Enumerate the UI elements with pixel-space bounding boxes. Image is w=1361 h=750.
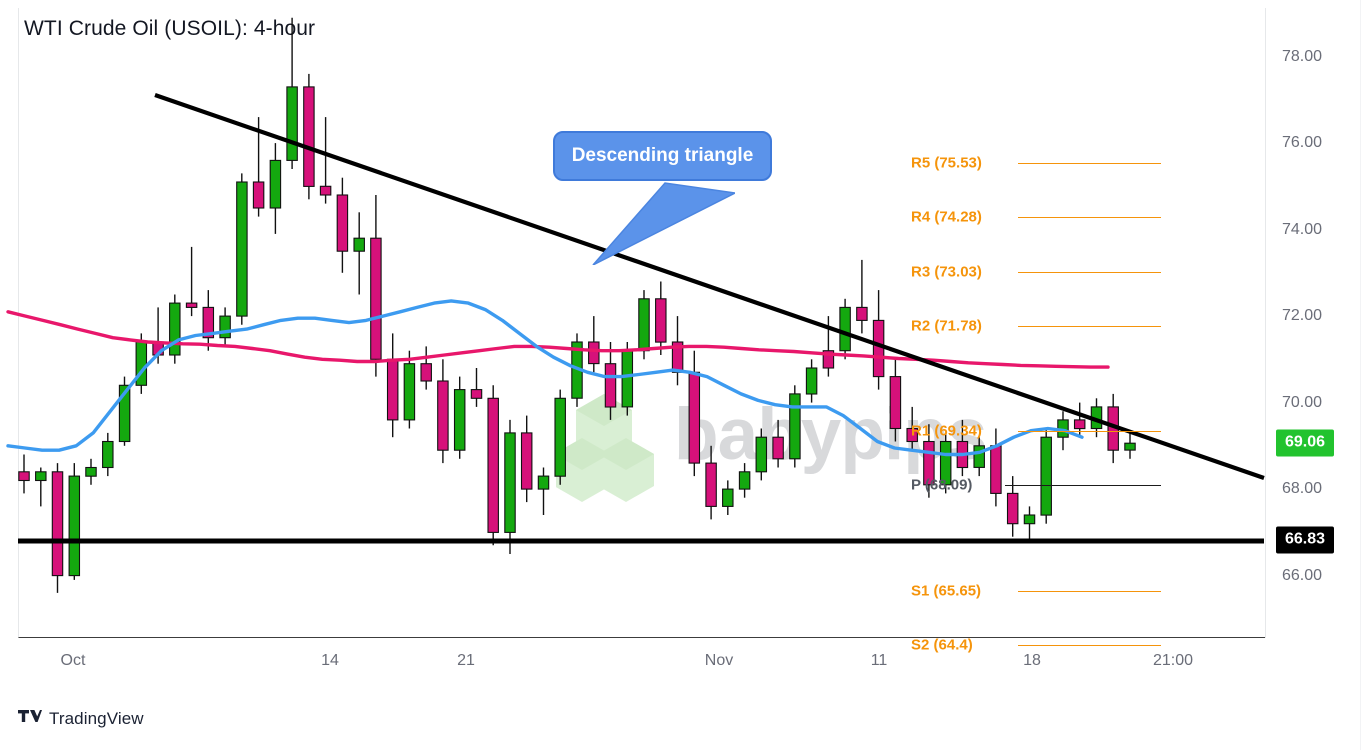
time-axis-tick: 21 (457, 652, 475, 669)
tradingview-logo-icon (18, 708, 42, 729)
pivot-line-s1 (1018, 590, 1161, 592)
pivot-line-s2 (1018, 644, 1161, 646)
annotation-callout-descending-triangle[interactable]: Descending triangle (553, 131, 772, 181)
time-axis-tick: 18 (1023, 652, 1041, 669)
time-axis[interactable]: Oct 14 21 Nov 11 18 21:00 (0, 640, 1265, 680)
tradingview-label: TradingView (49, 708, 144, 728)
pivot-label-s1: S1 (65.65) (911, 582, 982, 600)
pivot-label-s2: S2 (64.4) (911, 636, 973, 654)
price-axis-divider (1265, 8, 1266, 638)
pivot-label-r4: R4 (74.28) (911, 208, 982, 226)
plot-area[interactable] (18, 8, 1265, 638)
pivot-label-p: P (68.09) (911, 476, 973, 494)
pivot-label-r1: R1 (69.34) (911, 422, 982, 440)
price-axis-tick: 70.00 (1282, 393, 1323, 411)
price-axis-tick: 68.00 (1282, 480, 1323, 498)
time-axis-tick: Oct (60, 652, 86, 669)
price-axis-tick: 76.00 (1282, 134, 1323, 152)
callout-tail-icon (592, 182, 735, 265)
time-axis-tick: Nov (704, 652, 734, 669)
price-badge-black[interactable]: 66.83 (1276, 526, 1335, 554)
time-axis-tick: 14 (321, 652, 339, 669)
time-axis-tick: 21:00 (1152, 652, 1194, 669)
price-axis[interactable]: 66.00 68.00 70.00 72.00 74.00 76.00 78.00 69.06… (1272, 0, 1360, 750)
pivot-line-r5 (1018, 163, 1161, 165)
price-axis-tick: 78.00 (1282, 47, 1323, 65)
pivot-label-r2: R2 (71.78) (911, 317, 982, 335)
tradingview-footer[interactable]: TradingView (18, 708, 144, 729)
pivot-line-p (1005, 485, 1161, 487)
pivot-label-r5: R5 (75.53) (911, 154, 982, 172)
price-axis-tick: 72.00 (1282, 307, 1323, 325)
pivot-line-r1-extension (1018, 431, 1161, 433)
price-axis-tick: 66.00 (1282, 566, 1323, 584)
price-axis-tick: 74.00 (1282, 220, 1323, 238)
pivot-line-r3 (1018, 271, 1161, 273)
annotation-label: Descending triangle (571, 145, 754, 166)
pivot-line-r2 (1018, 325, 1161, 327)
pivot-label-r3: R3 (73.03) (911, 263, 982, 281)
time-axis-tick: 11 (870, 652, 888, 669)
price-badge-green[interactable]: 69.06 (1276, 429, 1335, 457)
pivot-line-r4 (1018, 217, 1161, 219)
page-title: WTI Crude Oil (USOIL): 4-hour (24, 17, 316, 40)
